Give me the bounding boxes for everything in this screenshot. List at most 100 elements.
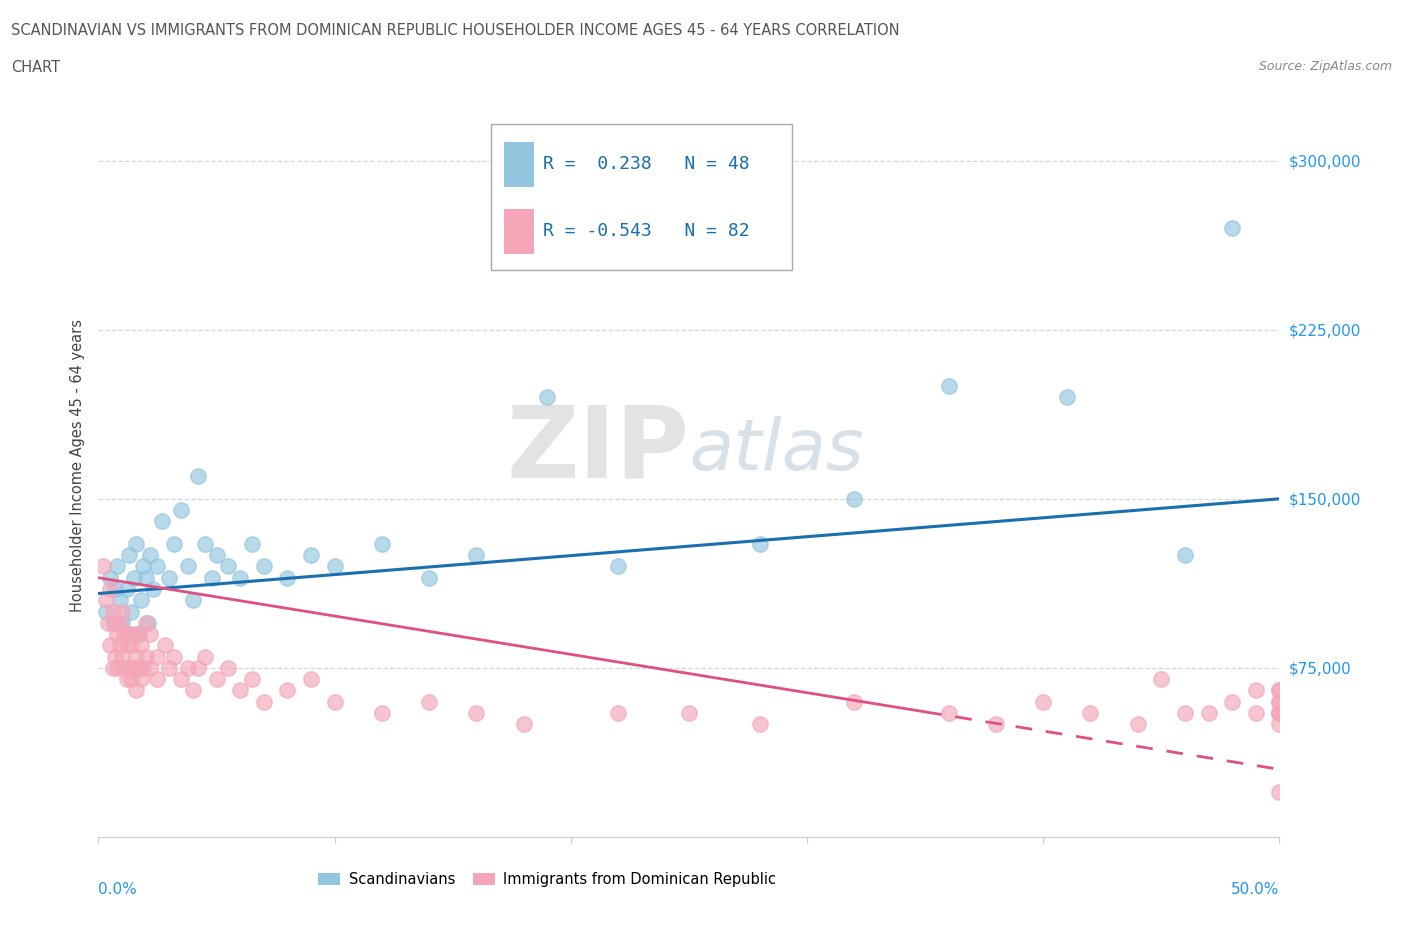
Point — [101, 660, 124, 675]
Text: CHART: CHART — [11, 60, 60, 75]
Point — [98, 570, 121, 585]
Point — [1198, 706, 1220, 721]
Point — [111, 604, 134, 619]
Point — [229, 683, 252, 698]
Point — [118, 548, 141, 563]
Text: Source: ZipAtlas.com: Source: ZipAtlas.com — [1258, 60, 1392, 73]
Point — [276, 570, 298, 585]
Point — [94, 604, 117, 619]
Point — [121, 671, 143, 686]
Point — [129, 592, 152, 607]
Point — [108, 638, 131, 653]
Point — [229, 570, 252, 585]
Point — [105, 559, 128, 574]
Point — [177, 660, 200, 675]
Point — [1244, 706, 1267, 721]
Point — [323, 695, 346, 710]
Point — [1174, 706, 1197, 721]
Point — [1032, 695, 1054, 710]
Point — [938, 706, 960, 721]
Point — [299, 671, 322, 686]
Point — [938, 379, 960, 393]
Point — [98, 638, 121, 653]
Point — [170, 502, 193, 517]
Point — [276, 683, 298, 698]
Point — [371, 537, 394, 551]
Point — [1220, 695, 1243, 710]
Point — [111, 649, 134, 664]
Point — [1220, 220, 1243, 235]
Point — [129, 638, 152, 653]
Point — [135, 616, 157, 631]
Point — [98, 581, 121, 596]
Text: 50.0%: 50.0% — [1232, 882, 1279, 897]
Point — [105, 627, 128, 642]
Point — [253, 695, 276, 710]
Text: SCANDINAVIAN VS IMMIGRANTS FROM DOMINICAN REPUBLIC HOUSEHOLDER INCOME AGES 45 - : SCANDINAVIAN VS IMMIGRANTS FROM DOMINICA… — [11, 23, 900, 38]
Point — [139, 627, 162, 642]
Point — [108, 616, 131, 631]
Point — [194, 649, 217, 664]
Point — [240, 537, 263, 551]
Point — [1244, 683, 1267, 698]
Point — [177, 559, 200, 574]
Point — [201, 570, 224, 585]
Point — [97, 616, 120, 631]
Point — [678, 706, 700, 721]
Point — [323, 559, 346, 574]
Point — [121, 604, 143, 619]
Point — [112, 660, 135, 675]
Point — [111, 616, 134, 631]
Y-axis label: Householder Income Ages 45 - 64 years: Householder Income Ages 45 - 64 years — [69, 318, 84, 612]
Point — [128, 660, 150, 675]
Point — [1056, 390, 1078, 405]
Point — [135, 649, 157, 664]
Point — [135, 570, 157, 585]
Point — [465, 548, 488, 563]
Point — [118, 627, 141, 642]
Point — [418, 570, 440, 585]
Point — [205, 671, 228, 686]
Point — [512, 717, 534, 732]
Point — [217, 660, 239, 675]
Point — [1268, 695, 1291, 710]
Point — [101, 616, 124, 631]
Point — [1150, 671, 1173, 686]
Point — [253, 559, 276, 574]
Point — [153, 638, 176, 653]
Point — [108, 592, 131, 607]
Point — [163, 537, 186, 551]
Point — [1268, 706, 1291, 721]
Point — [115, 581, 138, 596]
Point — [104, 581, 127, 596]
Point — [748, 717, 770, 732]
Point — [94, 592, 117, 607]
Point — [118, 660, 141, 675]
Point — [157, 570, 180, 585]
Point — [157, 660, 180, 675]
Point — [146, 649, 169, 664]
Point — [217, 559, 239, 574]
Point — [181, 683, 204, 698]
Point — [112, 627, 135, 642]
Point — [1268, 706, 1291, 721]
Point — [132, 660, 155, 675]
Point — [536, 390, 558, 405]
Point — [1080, 706, 1102, 721]
Text: atlas: atlas — [689, 416, 863, 485]
Point — [105, 660, 128, 675]
Point — [142, 581, 165, 596]
Point — [465, 706, 488, 721]
Point — [1268, 785, 1291, 800]
Point — [170, 671, 193, 686]
Point — [1268, 683, 1291, 698]
Text: ZIP: ZIP — [506, 402, 689, 498]
Point — [163, 649, 186, 664]
Point — [607, 559, 630, 574]
Point — [91, 559, 114, 574]
Point — [607, 706, 630, 721]
Point — [122, 660, 145, 675]
Point — [1268, 683, 1291, 698]
Point — [122, 627, 145, 642]
Point — [136, 616, 159, 631]
